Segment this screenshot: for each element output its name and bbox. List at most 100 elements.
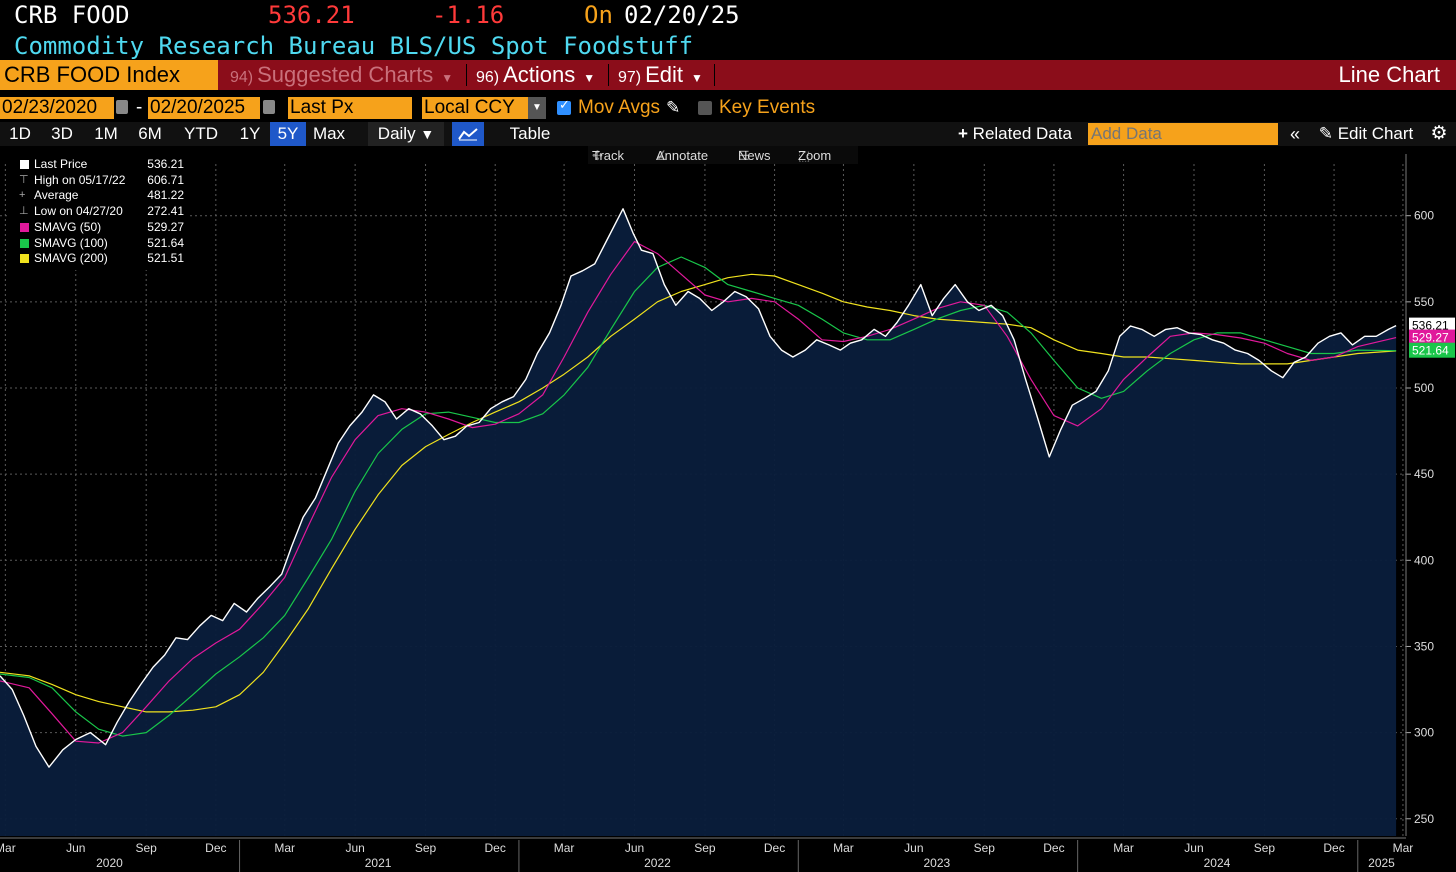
y-tick-label: 250 (1414, 812, 1434, 826)
suggested-charts-menu[interactable]: 94) Suggested Charts ▼ (230, 60, 453, 90)
date-dash: - (136, 97, 143, 118)
legend-value: 481.22 (147, 188, 184, 203)
chevron-down-icon: ▼ (441, 71, 454, 85)
news-label: News (738, 148, 771, 163)
period-label: Daily (377, 124, 416, 143)
x-year-label: 2021 (365, 856, 392, 870)
checkmark-icon: ✓ (559, 97, 570, 112)
x-tick-label: Mar (0, 841, 16, 855)
y-value-tag (1409, 317, 1455, 333)
x-tick-label: Dec (1323, 841, 1344, 855)
edit-label: Edit (645, 62, 684, 87)
y-value-tag-label: 529.27 (1412, 331, 1449, 345)
series-area (0, 208, 1397, 837)
chevron-down-icon: ▼ (691, 71, 703, 85)
range-button-6m[interactable]: 6M (138, 124, 162, 143)
x-tick-label: Jun (66, 841, 85, 855)
y-value-tag-label: 521.64 (1412, 344, 1449, 358)
y-value-tag-label: 536.21 (1412, 319, 1449, 333)
related-data-button[interactable]: + Related Data (958, 122, 1078, 146)
suggested-num: 94) (230, 69, 254, 86)
legend-swatch (20, 238, 29, 248)
legend-value: 521.64 (147, 235, 184, 250)
legend-item: ⊥ Low on 04/27/20 272.41 (8, 203, 188, 219)
legend-item: ⊤ High on 05/17/22 606.71 (8, 172, 188, 188)
range-button-max[interactable]: Max (312, 124, 346, 143)
legend-item: SMAVG (50) 529.27 (8, 219, 188, 235)
x-year-label: 2020 (96, 856, 123, 870)
crosshair-icon: ✣ (592, 148, 603, 163)
legend-label: SMAVG (200) (34, 251, 108, 266)
zoom-label: Zoom (798, 148, 832, 163)
pen-icon: ∠ (656, 148, 668, 163)
actions-num: 96) (476, 69, 500, 86)
legend-item: SMAVG (100) 521.64 (8, 235, 188, 251)
mov-avgs-checkbox[interactable]: ✓ (557, 97, 571, 115)
y-tick-label: 500 (1414, 381, 1434, 395)
pencil-icon[interactable]: ✎ (666, 98, 681, 117)
x-tick-label: Sep (1254, 841, 1276, 855)
currency-select[interactable]: Local CCY (422, 97, 528, 119)
legend-label: SMAVG (100) (34, 235, 108, 250)
security-description: Commodity Research Bureau BLS/US Spot Fo… (14, 32, 694, 60)
related-label: Related Data (972, 124, 1072, 143)
edit-num: 97) (618, 69, 642, 86)
x-tick-label: Jun (345, 841, 364, 855)
add-data-input[interactable] (1088, 123, 1278, 145)
collapse-icon[interactable]: « (1289, 124, 1300, 144)
gear-icon[interactable]: ⚙ (1430, 123, 1448, 144)
range-button-ytd[interactable]: YTD (184, 124, 218, 143)
y-value-tag (1409, 342, 1455, 358)
field-select[interactable]: Last Px (288, 97, 412, 119)
line-chart-icon[interactable] (452, 122, 484, 146)
calendar-icon[interactable] (116, 100, 128, 114)
start-date-field[interactable]: 02/23/2020 (0, 97, 114, 119)
chart-toolbar: 1D 3D 1M 6M YTD 1Y 5Y Max Daily ▼ Table + Relat… (0, 122, 1456, 146)
annotate-label: Annotate (656, 148, 709, 163)
actions-menu[interactable]: 96) Actions ▼ (476, 60, 595, 90)
period-select[interactable]: Daily ▼ (368, 122, 444, 146)
price-chart[interactable]: 250 300 350 400 450 500 550 600 Mar Jun Sep Dec Mar J… (0, 146, 1456, 872)
chart-legend: Last Price 536.21 ⊤ High on 05/17/22 606.71 +… (8, 154, 188, 270)
range-button-1d[interactable]: 1D (9, 124, 31, 143)
chevron-down-icon[interactable]: ▼ (528, 97, 546, 119)
security-title: CRB FOOD Index (0, 60, 218, 90)
x-tick-label: Mar (1113, 841, 1134, 855)
table-button[interactable]: Table (509, 124, 551, 143)
chart-type-label: Line Chart (1338, 62, 1440, 87)
last-price: 536.21 (268, 1, 355, 29)
key-events-checkbox[interactable] (698, 101, 712, 115)
range-button-1y[interactable]: 1Y (239, 124, 261, 143)
edit-chart-button[interactable]: ✎ Edit Chart (1312, 122, 1420, 146)
series-line-last-price (0, 208, 1397, 768)
plus-icon: + (958, 124, 968, 143)
edit-menu[interactable]: 97) Edit ▼ (618, 60, 703, 90)
price-change: -1.16 (432, 1, 505, 29)
x-tick-label: Dec (205, 841, 226, 855)
legend-swatch (20, 222, 29, 232)
x-tick-label: Mar (833, 841, 854, 855)
range-button-1m[interactable]: 1M (94, 124, 118, 143)
range-button-3d[interactable]: 3D (51, 124, 73, 143)
mov-avgs-label: Mov Avgs (578, 97, 661, 118)
range-button-5y[interactable]: 5Y (270, 122, 306, 146)
quote-date: 02/20/25 (624, 1, 740, 29)
ticker: CRB FOOD (14, 1, 130, 29)
x-tick-label: Jun (904, 841, 923, 855)
legend-label: Low on 04/27/20 (34, 204, 123, 219)
x-tick-label: Sep (136, 841, 158, 855)
x-tick-label: Mar (1393, 841, 1414, 855)
legend-swatch (20, 254, 29, 264)
y-tick-label: 450 (1414, 467, 1434, 481)
x-tick-label: Sep (415, 841, 437, 855)
y-tick-label: 300 (1414, 726, 1434, 740)
end-date-field[interactable]: 02/20/2025 (148, 97, 260, 119)
y-tick-label: 350 (1414, 639, 1434, 653)
calendar-icon[interactable] (263, 100, 275, 114)
series-line-smavg-50 (0, 240, 1397, 744)
x-tick-label: Mar (554, 841, 575, 855)
header-quote: CRB FOOD 536.21 -1.16 On 02/20/25 (0, 0, 1456, 32)
legend-swatch (20, 160, 29, 169)
legend-value: 529.27 (147, 219, 184, 234)
legend-item: + Average 481.22 (8, 187, 188, 203)
